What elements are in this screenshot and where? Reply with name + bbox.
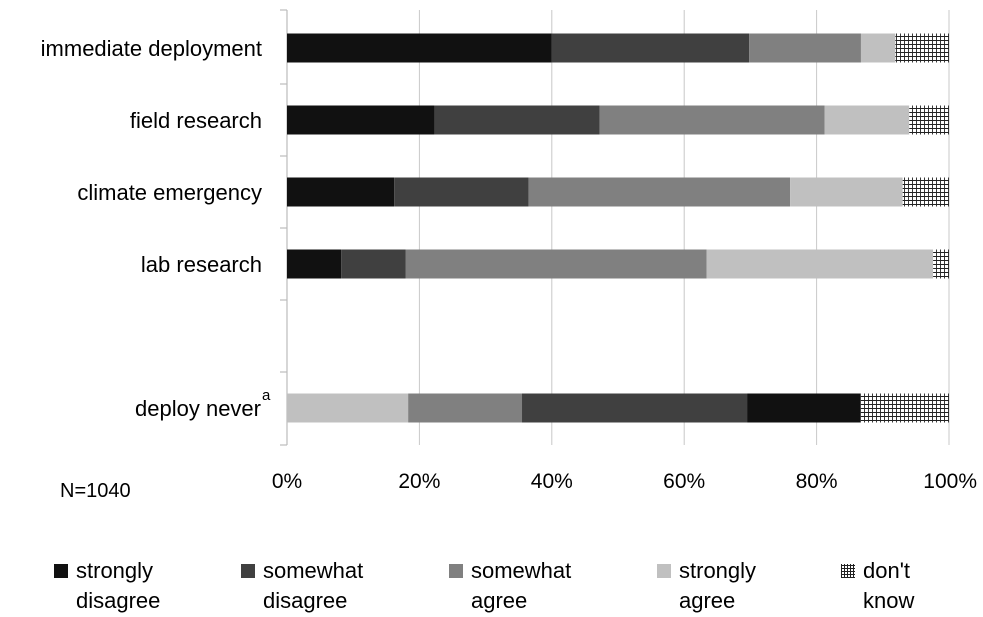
bar-immediate-deployment-don-t-know bbox=[895, 33, 949, 63]
legend-text: strongly agree bbox=[679, 556, 819, 616]
x-tick-label: 100% bbox=[923, 470, 977, 493]
legend-swatch-dont-know bbox=[841, 564, 855, 578]
bar-climate-emergency-somewhat-agree bbox=[528, 177, 791, 207]
bar-deploy-never-somewhat-disagree bbox=[522, 393, 748, 423]
bar-field-research-strongly-agree bbox=[824, 105, 910, 135]
legend-item-somewhat-agree: somewhat agree bbox=[449, 556, 611, 616]
x-tick-label: 0% bbox=[272, 470, 302, 493]
x-tick-labels: 0% 20% 40% 60% 80% 100% bbox=[272, 470, 977, 493]
bar-lab-research-somewhat-agree bbox=[405, 249, 707, 279]
legend-text: somewhat disagree bbox=[263, 556, 403, 616]
bar-immediate-deployment-somewhat-agree bbox=[749, 33, 861, 63]
bar-deploy-never-somewhat-agree bbox=[408, 393, 523, 423]
x-tick-label: 40% bbox=[531, 470, 573, 493]
legend-text: somewhat agree bbox=[471, 556, 611, 616]
stacked-bar-chart: immediate deployment field research climat… bbox=[41, 9, 977, 493]
legend-item-dont-know: don't know bbox=[841, 556, 983, 616]
bar-field-research-don-t-know bbox=[909, 105, 949, 135]
legend-line: agree bbox=[679, 588, 736, 613]
bar-field-research-somewhat-disagree bbox=[434, 105, 600, 135]
sample-size-label: N=1040 bbox=[60, 480, 131, 502]
legend-line: strongly bbox=[679, 558, 757, 583]
bar-deploy-never-strongly-agree bbox=[287, 393, 409, 423]
bar-climate-emergency-strongly-agree bbox=[790, 177, 903, 207]
x-tick-label: 80% bbox=[796, 470, 838, 493]
bar-lab-research-strongly-disagree bbox=[287, 249, 342, 279]
legend-text: strongly disagree bbox=[76, 556, 216, 616]
bar-deploy-never-strongly-disagree bbox=[747, 393, 861, 423]
category-label-field-research: field research bbox=[130, 108, 262, 133]
legend-line: disagree bbox=[263, 588, 348, 613]
legend-line: somewhat bbox=[471, 558, 572, 583]
bar-immediate-deployment-strongly-agree bbox=[860, 33, 896, 63]
bar-lab-research-somewhat-disagree bbox=[341, 249, 406, 279]
bar-immediate-deployment-strongly-disagree bbox=[287, 33, 552, 63]
legend-item-strongly-agree: strongly agree bbox=[657, 556, 819, 616]
bars bbox=[287, 33, 949, 423]
legend-line: disagree bbox=[76, 588, 161, 613]
bar-field-research-somewhat-agree bbox=[599, 105, 825, 135]
y-axis bbox=[280, 9, 288, 446]
category-superscript: a bbox=[262, 387, 271, 404]
bar-climate-emergency-don-t-know bbox=[902, 177, 949, 207]
legend-swatch-somewhat-agree bbox=[449, 564, 463, 578]
bar-immediate-deployment-somewhat-disagree bbox=[551, 33, 750, 63]
legend-text: don't know bbox=[863, 556, 983, 616]
legend: strongly disagree somewhat disagree some… bbox=[0, 556, 983, 616]
category-labels: immediate deployment field research climat… bbox=[41, 36, 271, 421]
category-label-deploy-never: deploy never bbox=[135, 396, 261, 421]
bar-lab-research-strongly-agree bbox=[706, 249, 934, 279]
legend-swatch-strongly-disagree bbox=[54, 564, 68, 578]
category-label-climate-emergency: climate emergency bbox=[77, 180, 262, 205]
legend-swatch-strongly-agree bbox=[657, 564, 671, 578]
bar-deploy-never-don-t-know bbox=[860, 393, 949, 423]
bar-field-research-strongly-disagree bbox=[287, 105, 435, 135]
grid-lines bbox=[418, 10, 950, 445]
x-tick-label: 60% bbox=[663, 470, 705, 493]
bar-lab-research-don-t-know bbox=[933, 249, 949, 279]
legend-item-somewhat-disagree: somewhat disagree bbox=[241, 556, 403, 616]
legend-line: agree bbox=[471, 588, 528, 613]
category-label-lab-research: lab research bbox=[141, 252, 262, 277]
bar-climate-emergency-somewhat-disagree bbox=[394, 177, 529, 207]
bar-climate-emergency-strongly-disagree bbox=[287, 177, 395, 207]
legend-swatch-somewhat-disagree bbox=[241, 564, 255, 578]
legend-item-strongly-disagree: strongly disagree bbox=[54, 556, 216, 616]
category-label-immediate-deployment: immediate deployment bbox=[41, 36, 262, 61]
x-tick-label: 20% bbox=[398, 470, 440, 493]
legend-line: somewhat bbox=[263, 558, 364, 583]
legend-line: strongly bbox=[76, 558, 154, 583]
legend-line: know bbox=[863, 588, 915, 613]
legend-line: don't bbox=[863, 558, 911, 583]
